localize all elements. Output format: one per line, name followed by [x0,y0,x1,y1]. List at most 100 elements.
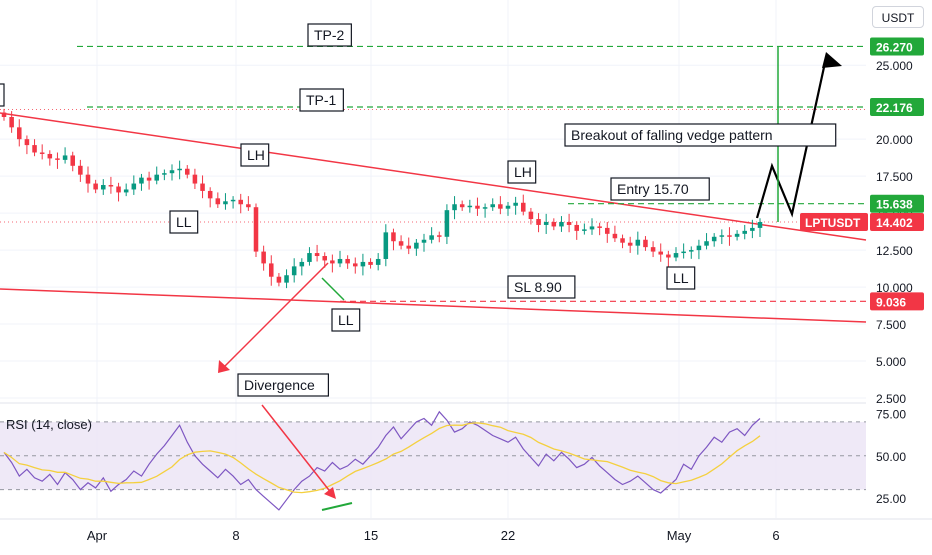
candle-body [582,229,587,231]
time-axis-label: 6 [772,528,779,543]
candle-body [154,174,159,181]
candle [750,219,755,239]
candle [353,257,358,274]
candle [421,233,427,252]
price-divergence-arrowhead [218,360,230,373]
candle [131,175,137,195]
candle-body [78,165,83,175]
candle [261,245,266,271]
candle-body [108,185,114,187]
candle-body [505,205,511,209]
ticker-tag: LPTUSDT [800,212,868,231]
candle [24,135,30,155]
candle [368,258,373,269]
level-tag-bg [870,97,924,116]
candle-body [207,190,213,199]
candle [398,235,404,250]
level-tag-text: 9.036 [876,295,906,309]
swing-label-box [666,266,696,290]
candle-body [673,253,679,258]
candle-body [734,233,740,237]
candle [9,111,14,133]
candle-body [391,232,396,242]
candle [475,197,480,216]
level-tag-text: 22.176 [876,101,913,115]
candle [582,223,587,235]
label-tp1-box [299,88,344,112]
last-price-tag: 14.402 [870,212,924,231]
rsi-divergence-line [321,502,353,511]
candle-body [353,263,358,267]
time-axis-label: 22 [501,528,515,543]
candle-body [238,199,243,205]
projection-arrowhead [822,52,842,68]
swing-label-text: LH [514,164,532,180]
candle [505,202,511,216]
candle [284,269,289,289]
candle-body [475,205,480,209]
candle-body [414,242,419,249]
candle [1,108,7,121]
candle-body [215,198,221,205]
candle [85,166,91,193]
candle [32,139,37,157]
rsi-title: RSI (14, close) [6,417,92,432]
candle-body [223,201,228,205]
candle-body [330,260,335,264]
candle [605,222,610,243]
price-axis-label: 2.500 [876,392,906,406]
candle-body [70,155,75,166]
candle [711,233,717,247]
time-axis-label: 8 [232,528,239,543]
candle-body [536,219,541,225]
label-sl-text: SL 8.90 [514,279,562,295]
candle [62,147,68,164]
candle [658,243,663,262]
candle-body [55,158,60,160]
candle-body [1,112,7,117]
wedge-upper-line [0,112,867,241]
rsi-line [3,410,761,511]
candle-body [696,245,702,251]
label-breakout-box [564,123,837,147]
candle [627,236,633,253]
candle [536,213,541,233]
swing-label-box [240,143,270,167]
label-divergence: Divergence [237,373,330,397]
candle-body [727,235,732,237]
level-tag: 15.638 [870,194,924,213]
candle-body [605,227,610,234]
candle [513,196,518,215]
swing-label-box [507,160,537,184]
candle-body [337,258,343,264]
candle-body [559,222,564,227]
currency-button[interactable]: USDT [872,6,924,28]
edge-label: ] [0,83,5,107]
label-tp1-text: TP-1 [306,92,337,108]
rsi-axis-label: 75.00 [876,407,906,421]
candle-body [47,153,53,159]
label-tp2-box [307,23,352,47]
swing-label: LL [331,308,361,332]
candle [177,160,182,180]
price-axis-label: 7.500 [876,318,906,332]
candle [238,193,243,214]
candle-body [360,261,366,267]
candle [200,175,205,199]
candle [215,192,221,208]
rsi-axis-label: 25.00 [876,492,906,506]
candle [696,239,702,260]
candle [498,196,503,215]
candle-body [597,226,602,228]
last-price-tag-text: 14.402 [876,216,913,230]
candle-body [429,235,434,240]
falling-wedge [0,112,867,323]
candle-body [139,177,144,184]
candle [322,252,327,268]
price-axis-label: 25.000 [876,59,913,73]
candle [681,243,686,259]
candle [521,194,526,216]
candle-body [246,204,251,208]
